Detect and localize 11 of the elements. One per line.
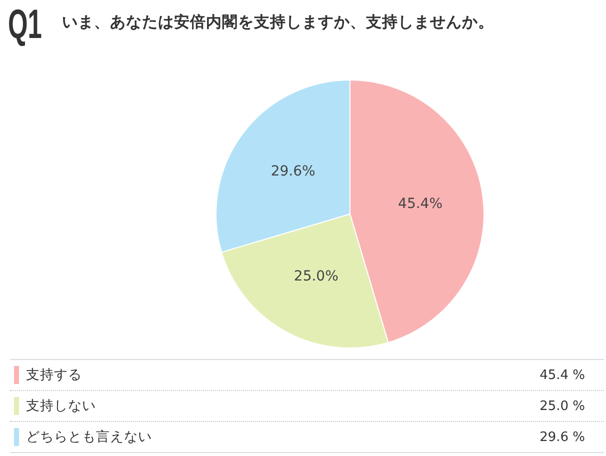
data-label: 29.6% (270, 164, 316, 180)
legend-label: 支持する (26, 366, 82, 384)
legend-label: どちらとも言えない (26, 428, 152, 446)
text: 45.4 % (540, 368, 585, 382)
data-label: 25.0% (294, 268, 338, 284)
chart-title: いま、あなたは安倍内閣を支持しますか、支持しませんか。 (62, 12, 494, 33)
text: 29.6 % (540, 430, 585, 444)
text: Q1 (8, 1, 42, 47)
data-label: 45.4% (398, 196, 443, 212)
text: 25.0 % (540, 398, 585, 414)
legend-label: 支持しない (26, 397, 96, 415)
